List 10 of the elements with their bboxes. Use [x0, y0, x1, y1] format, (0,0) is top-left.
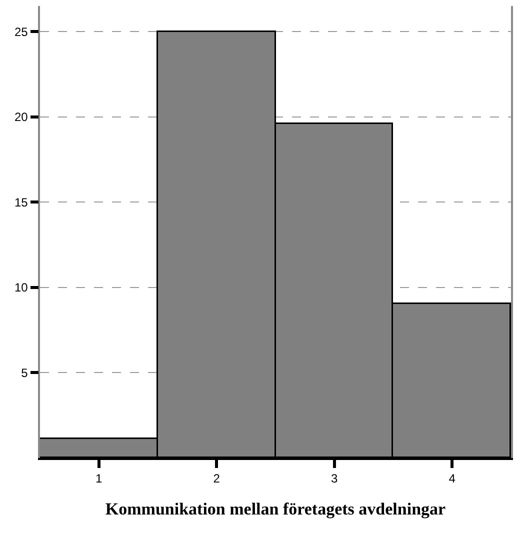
x-tick-label: 4	[448, 471, 456, 486]
x-tick-label: 3	[331, 471, 338, 486]
y-tick-label: 10	[14, 280, 28, 295]
x-tick-label: 2	[213, 471, 220, 486]
y-tick-label: 20	[14, 110, 28, 124]
y-tick-label: 15	[14, 195, 28, 210]
x-axis-title: Kommunikation mellan företagets avdelningar	[105, 499, 446, 518]
y-tick-label: 25	[14, 24, 28, 39]
y-tick-label: 5	[21, 366, 28, 380]
x-tick-label: 1	[96, 471, 103, 486]
